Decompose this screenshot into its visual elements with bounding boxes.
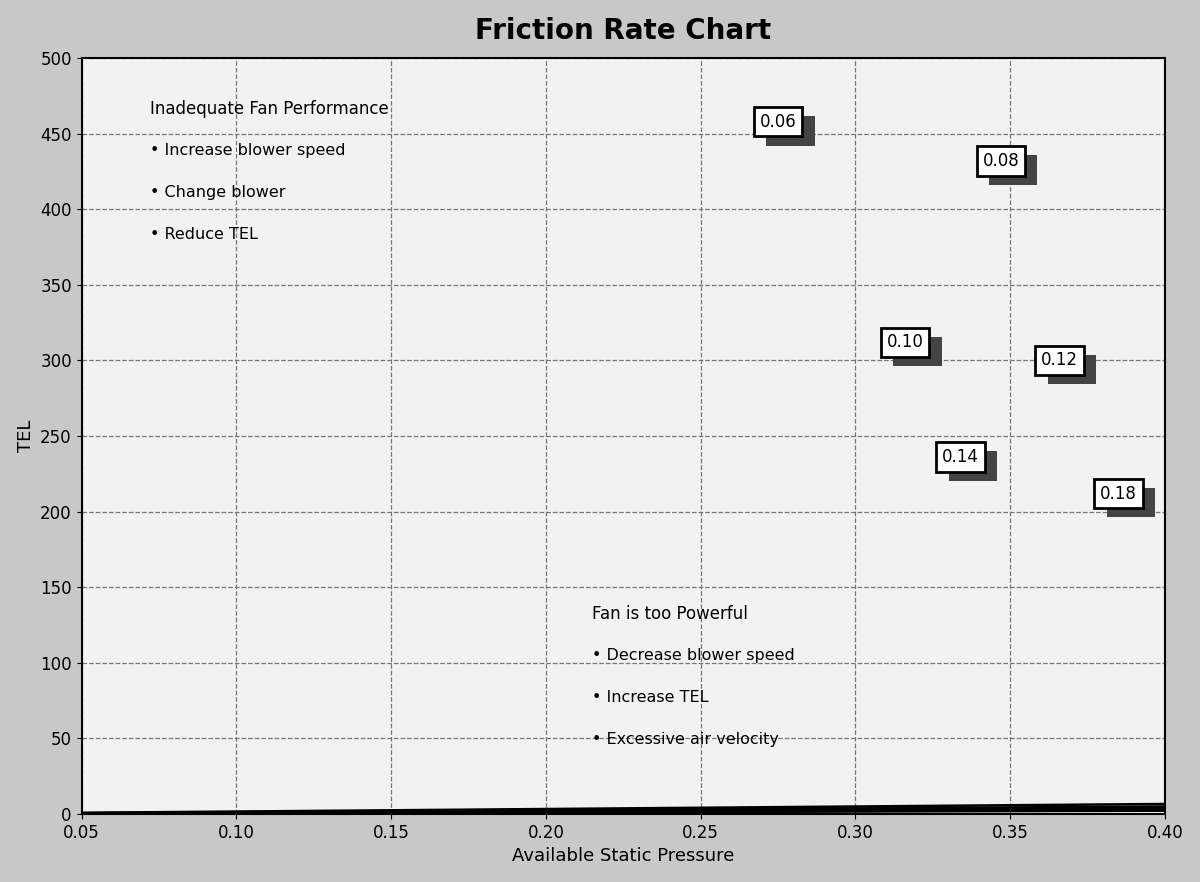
Text: 0.18: 0.18 <box>1100 484 1136 503</box>
Text: 0.06: 0.06 <box>760 113 797 131</box>
Text: 0.08: 0.08 <box>983 152 1019 170</box>
Y-axis label: TEL: TEL <box>17 420 35 452</box>
Text: 0.12: 0.12 <box>1054 361 1091 378</box>
Text: 0.10: 0.10 <box>887 333 923 351</box>
Title: Friction Rate Chart: Friction Rate Chart <box>475 17 772 45</box>
Text: • Reduce TEL: • Reduce TEL <box>150 228 258 243</box>
Text: • Excessive air velocity: • Excessive air velocity <box>593 732 779 747</box>
X-axis label: Available Static Pressure: Available Static Pressure <box>512 848 734 865</box>
Text: • Decrease blower speed: • Decrease blower speed <box>593 647 796 662</box>
Text: 0.10: 0.10 <box>899 342 936 361</box>
Text: Inadequate Fan Performance: Inadequate Fan Performance <box>150 101 389 118</box>
Text: 0.18: 0.18 <box>1112 494 1150 512</box>
Text: 0.06: 0.06 <box>772 122 809 139</box>
Text: • Change blower: • Change blower <box>150 185 286 200</box>
Text: • Increase blower speed: • Increase blower speed <box>150 143 346 158</box>
Text: 0.14: 0.14 <box>942 448 979 467</box>
Text: • Increase TEL: • Increase TEL <box>593 690 709 705</box>
Text: 0.08: 0.08 <box>995 161 1032 179</box>
Text: Fan is too Powerful: Fan is too Powerful <box>593 605 748 624</box>
Text: 0.14: 0.14 <box>955 458 991 475</box>
Text: 0.12: 0.12 <box>1042 352 1079 370</box>
